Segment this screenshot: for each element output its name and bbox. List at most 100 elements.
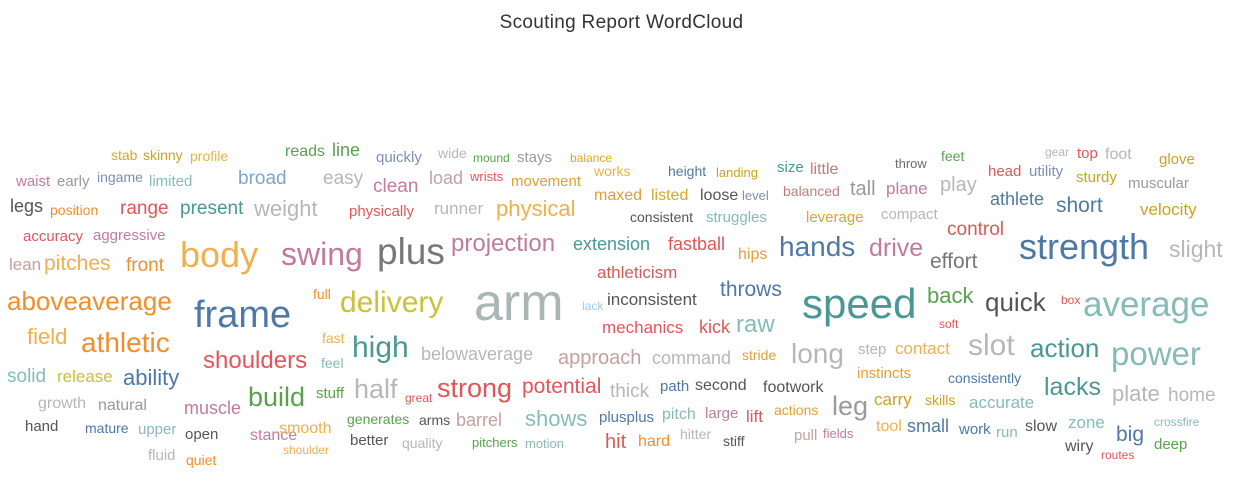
word-feet: feet: [941, 148, 964, 164]
word-landing: landing: [716, 165, 758, 180]
word-frame: frame: [194, 294, 291, 336]
word-runner: runner: [434, 199, 483, 218]
word-carry: carry: [874, 390, 912, 409]
word-quickly: quickly: [376, 149, 422, 166]
word-stab: stab: [111, 147, 138, 163]
word-slight: slight: [1169, 236, 1223, 262]
word-plusplus: plusplus: [599, 409, 654, 426]
word-hitter: hitter: [680, 426, 711, 442]
word-lack: lack: [582, 299, 604, 313]
word-thick: thick: [610, 381, 650, 402]
word-potential: potential: [522, 375, 601, 398]
word-position: position: [50, 202, 98, 218]
word-big: big: [1116, 423, 1144, 446]
word-pitchers: pitchers: [472, 435, 518, 450]
word-quality: quality: [402, 435, 442, 451]
word-wrists: wrists: [469, 169, 504, 184]
word-stiff: stiff: [723, 433, 745, 449]
word-compact: compact: [881, 206, 939, 223]
word-upper: upper: [138, 421, 176, 438]
word-half: half: [354, 374, 398, 404]
word-shoulders: shoulders: [203, 347, 307, 374]
word-profile: profile: [190, 148, 228, 164]
word-leverage: leverage: [806, 209, 864, 226]
word-strong: strong: [437, 373, 512, 403]
word-solid: solid: [7, 366, 46, 387]
word-little: little: [810, 161, 839, 178]
word-size: size: [777, 159, 804, 176]
word-ingame: ingame: [97, 169, 143, 185]
word-long: long: [791, 338, 844, 369]
word-stance: stance: [250, 427, 297, 444]
word-kick: kick: [699, 317, 731, 337]
word-ability: ability: [123, 365, 179, 390]
word-gear: gear: [1045, 145, 1069, 159]
word-fastball: fastball: [668, 234, 725, 254]
word-load: load: [429, 168, 463, 188]
word-lift: lift: [746, 407, 763, 426]
word-small: small: [907, 416, 949, 436]
word-skinny: skinny: [143, 147, 183, 163]
word-arm: arm: [474, 274, 564, 332]
word-plate: plate: [1112, 381, 1160, 406]
word-struggles: struggles: [706, 209, 767, 226]
word-tool: tool: [876, 418, 902, 435]
word-head: head: [988, 163, 1021, 180]
word-fast: fast: [322, 330, 345, 346]
word-consistently: consistently: [948, 370, 1021, 386]
word-shows: shows: [525, 406, 587, 431]
word-better: better: [350, 432, 388, 449]
word-glove: glove: [1159, 151, 1195, 168]
word-balance: balance: [570, 151, 612, 165]
word-front: front: [126, 255, 165, 276]
word-slot: slot: [968, 329, 1015, 362]
word-utility: utility: [1029, 163, 1064, 180]
word-plus: plus: [377, 231, 445, 272]
word-balanced: balanced: [783, 183, 840, 199]
word-works: works: [593, 163, 631, 179]
word-early: early: [57, 173, 90, 190]
word-plane: plane: [886, 179, 928, 198]
word-step: step: [858, 341, 886, 358]
word-play: play: [940, 174, 977, 196]
word-action: action: [1030, 333, 1099, 363]
word-broad: broad: [238, 168, 287, 189]
word-quiet: quiet: [186, 452, 216, 468]
word-approach: approach: [558, 347, 641, 369]
word-release: release: [57, 367, 113, 386]
word-movement: movement: [511, 173, 582, 190]
word-open: open: [185, 426, 218, 443]
word-actions: actions: [774, 402, 818, 418]
word-loose: loose: [700, 187, 738, 204]
word-consistent: consistent: [630, 209, 693, 225]
word-maxed: maxed: [594, 187, 642, 204]
word-waist: waist: [15, 173, 51, 190]
word-mature: mature: [85, 420, 129, 436]
word-strength: strength: [1019, 226, 1149, 267]
word-barrel: barrel: [456, 410, 502, 430]
word-deep: deep: [1154, 436, 1187, 453]
word-work: work: [958, 421, 991, 438]
word-command: command: [652, 348, 731, 368]
word-fields: fields: [823, 426, 854, 441]
word-drive: drive: [869, 234, 923, 262]
word-throw: throw: [895, 156, 927, 171]
word-athleticism: athleticism: [597, 263, 677, 282]
word-zone: zone: [1068, 413, 1105, 432]
word-field: field: [27, 324, 67, 349]
word-tall: tall: [850, 178, 876, 200]
word-generates: generates: [347, 411, 409, 427]
word-skills: skills: [925, 392, 955, 408]
word-power: power: [1111, 335, 1201, 372]
word-sturdy: sturdy: [1076, 169, 1117, 186]
word-stays: stays: [517, 149, 552, 166]
word-high: high: [352, 331, 409, 364]
word-growth: growth: [38, 395, 86, 412]
chart-title: Scouting Report WordCloud: [499, 12, 744, 33]
word-aboveaverage: aboveaverage: [7, 286, 172, 316]
word-belowaverage: belowaverage: [421, 344, 533, 364]
word-slow: slow: [1025, 418, 1057, 435]
word-body: body: [180, 234, 258, 275]
word-short: short: [1056, 194, 1103, 217]
